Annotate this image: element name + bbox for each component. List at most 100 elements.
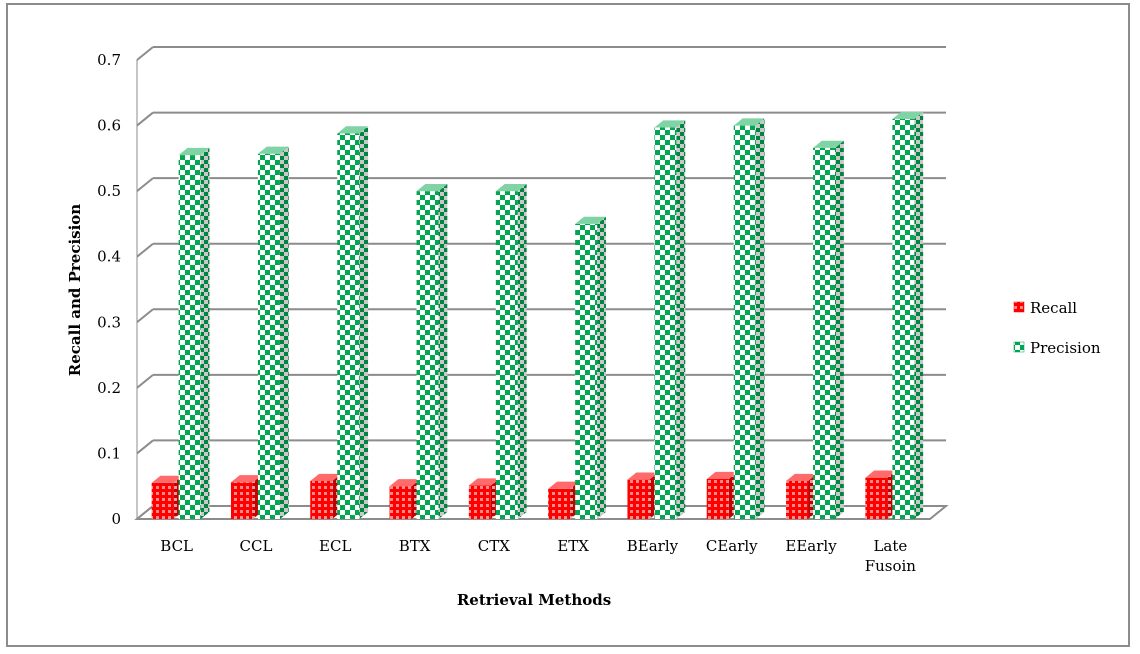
x-tick-label: Late Fusoin [865,537,917,575]
recall-bar [548,481,579,519]
y-tick-label: 0 [111,510,121,528]
x-tick-label: CCL [239,537,272,555]
x-tick-label: BTX [399,537,431,555]
recall-bar-top [310,473,342,481]
precision-bar-side [200,147,210,519]
recall-bar [627,472,659,519]
precision-bar-top [337,126,369,134]
legend-swatch [1013,301,1025,313]
precision-bar-side [914,111,924,519]
gridline-side [136,308,154,324]
precision-bar [257,146,289,520]
y-tick-label: 0.5 [97,182,121,200]
precision-bar-top [178,147,210,156]
recall-bar [706,471,738,519]
y-tick-label: 0.2 [97,379,121,397]
y-tick-label: 0.1 [97,444,121,462]
precision-bar [733,118,765,520]
precision-bar-front [257,153,280,519]
precision-bar-top [257,146,289,154]
recall-bar-front [468,485,491,519]
legend-label: Recall [1030,299,1077,317]
precision-bar-top [495,183,527,192]
y-tick-label: 0.3 [97,313,121,331]
recall-bar-top [786,473,817,481]
recall-bar-front [865,477,888,519]
recall-bar-front [786,480,809,519]
precision-bar-front [733,125,756,520]
x-tick-label: BCL [160,537,193,555]
precision-bar-top [575,216,606,224]
recall-bar-front [627,479,650,519]
precision-bar-top [733,118,765,126]
precision-bar [495,183,527,519]
recall-bar [389,479,421,519]
precision-bar-top [654,120,686,128]
gridline-side [136,177,154,192]
recall-bar-top [865,470,897,478]
precision-bar [654,120,686,519]
precision-bar-side [517,183,527,519]
precision-bar [416,183,448,519]
recall-bar-top [627,472,659,480]
recall-bar-top [706,471,738,480]
recall-bar-front [310,480,333,519]
x-tick-label: CEarly [706,537,758,555]
precision-bar-side [279,146,289,520]
gridline-side [136,111,154,127]
precision-bar [337,126,369,519]
precision-bar-front [416,191,439,519]
recall-bar-front [230,482,253,519]
recall-bar-top [548,481,579,489]
legend-item: Recall [1013,299,1077,317]
x-tick-label: EEarly [785,537,837,555]
recall-bar [865,470,897,519]
recall-bar-top [151,475,183,483]
precision-bar-top [416,183,448,192]
precision-bar [575,216,606,519]
gridline-side [136,439,154,455]
precision-bar [813,140,844,520]
recall-bar [468,478,500,519]
y-tick-label: 0.6 [97,117,121,135]
gridline-side [136,242,154,258]
recall-bar-front [548,488,571,519]
precision-bar-front [892,119,915,519]
precision-bar-front [813,147,836,519]
legend-swatch [1013,341,1025,353]
precision-bar-side [755,118,765,520]
x-axis-title: Retrieval Methods [457,591,611,609]
recall-bar-front [151,482,174,519]
recall-bar-top [468,478,500,486]
x-tick-label: CTX [478,537,510,555]
gridline-side [136,374,154,389]
precision-bar-side [438,183,448,519]
recall-bar-top [230,475,262,483]
precision-bar-front [575,223,598,519]
precision-bar-side [676,120,686,519]
y-tick-label: 0.4 [97,248,121,266]
legend-label: Precision [1030,339,1101,357]
y-tick-label: 0.7 [97,51,121,69]
x-tick-label: ECL [319,537,351,555]
precision-bar-side [835,140,844,520]
precision-bar-top [892,111,924,120]
precision-bar-front [654,127,677,519]
x-tick-label: BEarly [627,537,679,555]
recall-bar [310,473,342,519]
precision-bar-front [495,191,518,519]
precision-bar [892,111,924,519]
precision-bar-front [178,155,201,520]
precision-bar-side [597,216,606,519]
recall-bar-front [389,486,412,519]
y-axis-title: Recall and Precision [66,204,84,377]
recall-bar-top [389,479,421,487]
precision-bar [178,147,210,520]
gridline-side [136,46,154,61]
x-tick-label: ETX [557,537,589,555]
precision-bar-top [813,140,844,148]
precision-bar-front [337,133,360,519]
recall-bar [151,475,183,519]
recall-bar-front [706,479,729,519]
